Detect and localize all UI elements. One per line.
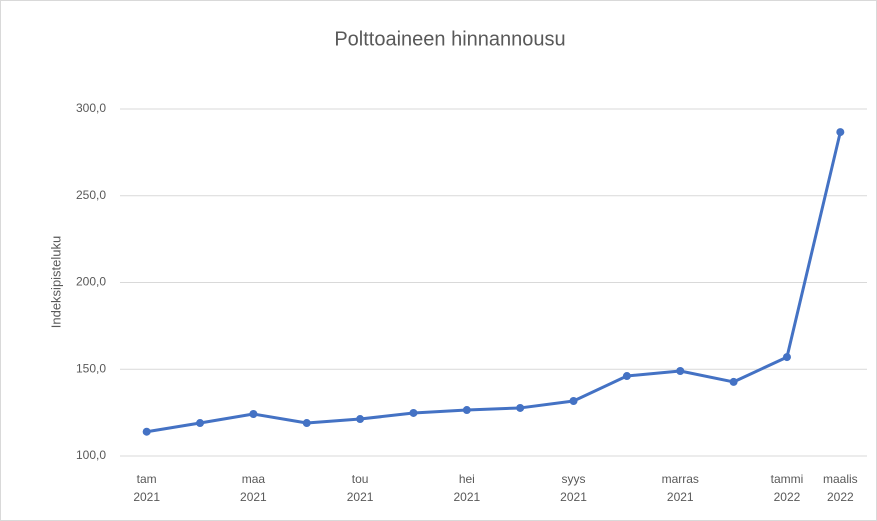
x-tick-label: hei 2021 <box>453 472 480 504</box>
x-tick-label-line: hei <box>459 472 475 486</box>
x-tick-label-line: tam <box>137 472 157 486</box>
x-tick-label: tam 2021 <box>133 472 160 504</box>
data-point <box>676 366 685 375</box>
x-tick-label: tou 2021 <box>347 472 374 504</box>
x-tick-label-line: 2021 <box>667 490 694 504</box>
x-tick-label-line: 2021 <box>347 490 374 504</box>
x-tick-label: marras 2021 <box>662 472 699 504</box>
data-line <box>146 131 842 434</box>
x-tick-label-line: 2022 <box>774 490 801 504</box>
x-tick-label-line: syys <box>562 472 586 486</box>
y-tick-label: 100,0 <box>76 448 106 462</box>
x-tick-label-line: maalis <box>823 472 858 486</box>
data-point <box>249 410 258 419</box>
data-point <box>516 403 525 412</box>
data-point <box>196 419 205 428</box>
x-tick-label: maalis 2022 <box>823 472 858 504</box>
y-tick-label: 200,0 <box>76 275 106 289</box>
x-tick-label-line: tou <box>352 472 369 486</box>
y-axis-label: Indeksipisteluku <box>48 236 63 329</box>
data-point <box>622 372 631 381</box>
x-tick-label-line: 2021 <box>560 490 587 504</box>
x-tick-label-line: 2021 <box>240 490 267 504</box>
x-tick-label-line: 2021 <box>133 490 160 504</box>
x-tick-label-line: marras <box>662 472 699 486</box>
x-tick-label-line: 2022 <box>827 490 854 504</box>
data-point <box>356 415 365 424</box>
data-point <box>302 419 311 428</box>
data-point <box>462 406 471 415</box>
data-point <box>569 397 578 406</box>
data-point <box>782 353 791 362</box>
x-tick-label-line: tammi <box>771 472 804 486</box>
data-point <box>409 408 418 417</box>
y-tick-label: 150,0 <box>76 361 106 375</box>
x-tick-label: syys 2021 <box>560 472 587 504</box>
x-tick-label: tammi 2022 <box>771 472 804 504</box>
x-tick-label-line: maa <box>242 472 266 486</box>
chart-title: Polttoaineen hinnannousu <box>334 28 565 50</box>
y-tick-label: 250,0 <box>76 188 106 202</box>
data-point <box>729 377 738 386</box>
data-point <box>836 128 845 137</box>
x-tick-label-line: 2021 <box>453 490 480 504</box>
x-tick-label: maa 2021 <box>240 472 267 504</box>
data-point <box>142 427 151 436</box>
y-tick-label: 300,0 <box>76 101 106 115</box>
